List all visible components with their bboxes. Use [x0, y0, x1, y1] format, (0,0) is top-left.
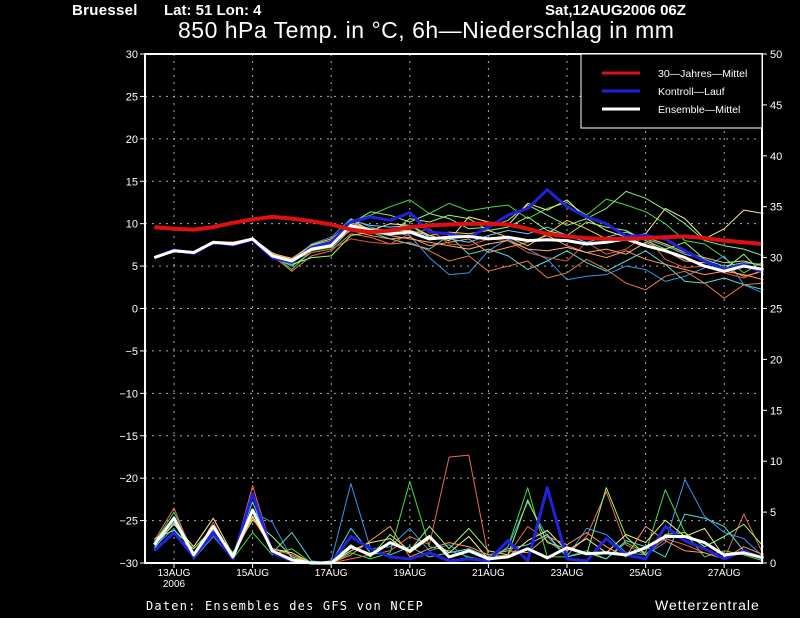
legend-label: Ensemble—Mittel — [658, 104, 740, 116]
y-left-tick-label: −20 — [119, 473, 138, 485]
data-credit: Daten: Ensembles des GFS von NCEP — [146, 599, 425, 613]
y-left-tick-label: 25 — [126, 91, 138, 103]
brand-label: Wetterzentrale — [655, 597, 760, 613]
temp-mean-line — [153, 223, 764, 273]
y-right-tick-label: 40 — [770, 151, 782, 163]
y-left-tick-label: 5 — [132, 261, 138, 273]
y-right-tick-label: 50 — [770, 49, 782, 61]
x-tick-label: 13AUG — [158, 568, 191, 579]
x-tick-sublabel: 2006 — [163, 579, 186, 590]
lat-lon: Lat: 51 Lon: 4 — [164, 2, 262, 19]
x-tick-label: 23AUG — [551, 568, 584, 579]
station-name: Bruessel — [72, 2, 138, 19]
y-right-tick-label: 30 — [770, 253, 782, 265]
x-tick-label: 15AUG — [236, 568, 269, 579]
precip-member-line — [153, 501, 764, 564]
y-right-tick-label: 25 — [770, 304, 782, 316]
y-left-tick-label: −10 — [119, 388, 138, 400]
grid-lines — [145, 54, 762, 563]
y-right-tick-label: 45 — [770, 100, 782, 112]
x-tick-label: 25AUG — [629, 568, 662, 579]
precip-members — [153, 454, 764, 564]
legend-label: 30—Jahres—Mittel — [658, 68, 747, 80]
run-time: Sat,12AUG2006 06Z — [545, 2, 686, 19]
y-left-tick-label: 15 — [126, 176, 138, 188]
precip-member-line — [153, 454, 764, 564]
y-left-tick-label: 20 — [126, 134, 138, 146]
x-tick-label: 17AUG — [315, 568, 348, 579]
x-tick-label: 19AUG — [393, 568, 426, 579]
y-right-tick-label: 35 — [770, 202, 782, 214]
legend: 30—Jahres—Mittel Kontroll—Lauf Ensemble—Mi… — [580, 53, 763, 129]
y-right-tick-label: 5 — [770, 507, 776, 519]
temp-members — [154, 190, 764, 299]
y-left-tick-label: −5 — [125, 346, 138, 358]
temp-climatology-line — [154, 214, 764, 246]
chart-title: 850 hPa Temp. in °C, 6h—Niederschlag in … — [178, 17, 675, 43]
y-left-tick-label: 30 — [126, 49, 138, 61]
axes: 302520151050−5−10−15−20−25−3050454035302… — [119, 49, 782, 590]
x-tick-label: 27AUG — [708, 568, 741, 579]
y-right-tick-label: 10 — [770, 456, 782, 468]
legend-label: Kontroll—Lauf — [658, 86, 725, 98]
y-right-tick-label: 20 — [770, 354, 782, 366]
x-tick-label: 21AUG — [472, 568, 505, 579]
precip-mean-line — [153, 508, 764, 565]
y-left-tick-label: −30 — [119, 558, 138, 570]
precip-control-line — [153, 486, 765, 565]
y-left-tick-label: 0 — [132, 304, 138, 316]
main-series — [153, 188, 765, 565]
y-left-tick-label: −15 — [119, 431, 138, 443]
y-left-tick-label: −25 — [119, 516, 138, 528]
temp-control-line — [153, 188, 765, 275]
plot-frame — [144, 53, 763, 564]
y-right-tick-label: 15 — [770, 405, 782, 417]
y-left-tick-label: 10 — [126, 219, 138, 231]
y-right-tick-label: 0 — [770, 558, 776, 570]
